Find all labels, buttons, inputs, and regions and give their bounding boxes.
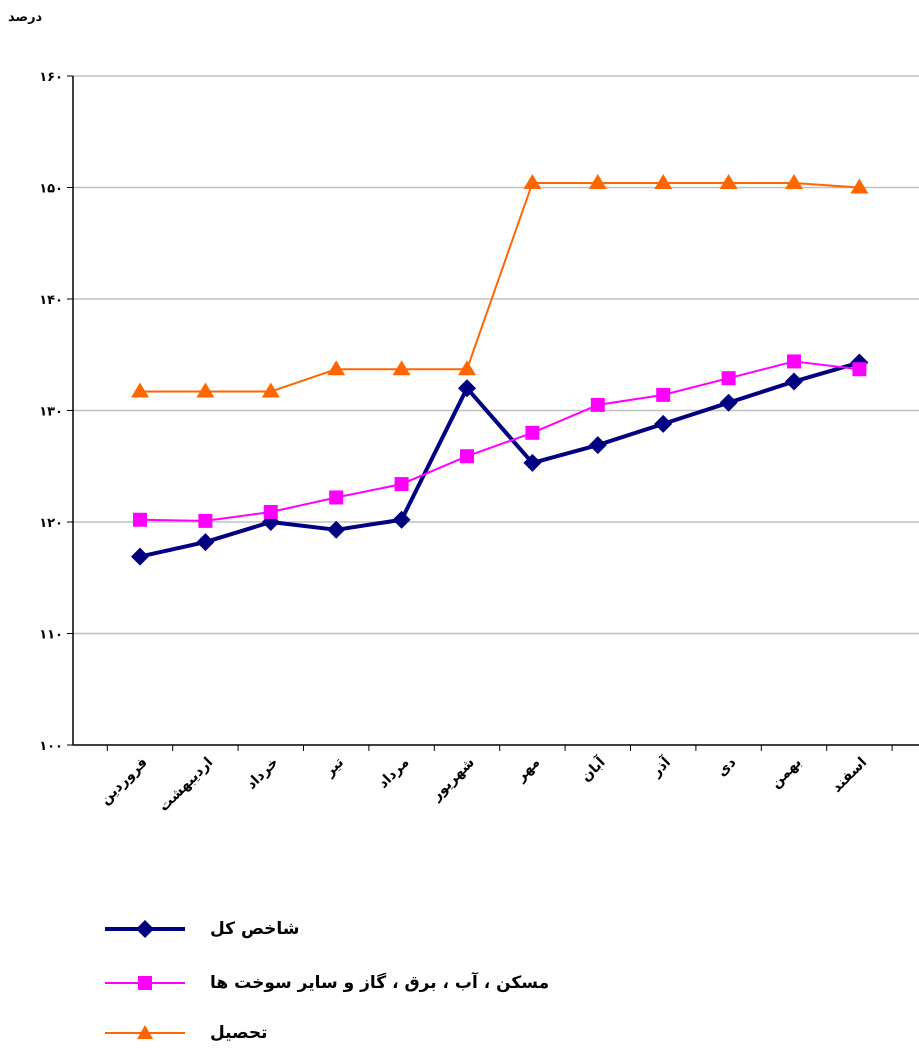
triangle-marker xyxy=(261,382,280,398)
y-tick-label: ۱۲۰ xyxy=(39,516,63,531)
diamond-marker xyxy=(392,510,411,529)
diamond-marker xyxy=(196,533,215,552)
square-marker xyxy=(721,371,736,386)
x-tick-label: دی xyxy=(714,755,739,780)
square-marker xyxy=(460,449,474,464)
triangle-marker xyxy=(131,382,149,398)
square-marker xyxy=(263,504,278,519)
x-tick-label: اسفند xyxy=(829,755,870,796)
y-tick-label: ۱۱۰ xyxy=(39,628,63,643)
series-line xyxy=(140,182,860,393)
x-tick-label: آذر xyxy=(646,752,674,780)
y-tick-label: ۱۶۰ xyxy=(39,70,63,85)
square-marker xyxy=(133,512,147,527)
diamond-marker xyxy=(654,414,673,433)
x-tick-label: مهر xyxy=(512,755,543,786)
triangle-marker xyxy=(392,360,411,376)
triangle-marker xyxy=(850,178,869,194)
x-tick-label: شهریور xyxy=(428,755,478,805)
square-marker xyxy=(656,387,671,402)
series-line xyxy=(139,360,860,559)
y-tick-label: ۱۴۰ xyxy=(39,293,63,308)
x-tick-label: آبان xyxy=(577,752,610,785)
diamond-marker xyxy=(719,393,738,412)
square-marker xyxy=(787,354,801,369)
x-tick-label: تیر xyxy=(321,755,347,781)
diamond-marker xyxy=(131,547,149,566)
series-line xyxy=(139,360,860,522)
y-tick-label: ۱۰۰ xyxy=(39,739,63,754)
x-tick-label: خرداد xyxy=(243,755,281,793)
y-axis-unit-label: درصد xyxy=(8,10,43,25)
y-tick-label: ۱۵۰ xyxy=(39,182,63,197)
square-marker xyxy=(525,425,540,440)
triangle-marker xyxy=(654,174,673,190)
triangle-marker xyxy=(327,360,346,376)
x-tick-label: اردیبهشت xyxy=(156,755,216,815)
y-tick-label: ۱۳۰ xyxy=(39,405,63,420)
triangle-marker xyxy=(719,174,738,190)
triangle-marker xyxy=(785,174,803,190)
square-marker xyxy=(198,513,213,528)
diamond-marker xyxy=(327,520,346,539)
triangle-marker xyxy=(196,382,215,398)
triangle-marker xyxy=(458,360,476,376)
square-marker xyxy=(394,477,409,492)
diamond-marker xyxy=(523,453,542,472)
x-tick-label: مرداد xyxy=(375,755,412,792)
square-marker xyxy=(590,397,605,412)
diamond-marker xyxy=(458,379,476,398)
x-tick-label: فروردین xyxy=(97,755,151,809)
diamond-marker xyxy=(785,372,803,391)
square-marker xyxy=(852,362,867,377)
triangle-marker xyxy=(588,174,607,190)
x-tick-label: بهمن xyxy=(768,755,805,792)
diamond-marker xyxy=(588,436,607,455)
square-marker xyxy=(329,490,344,505)
triangle-marker xyxy=(523,174,542,190)
